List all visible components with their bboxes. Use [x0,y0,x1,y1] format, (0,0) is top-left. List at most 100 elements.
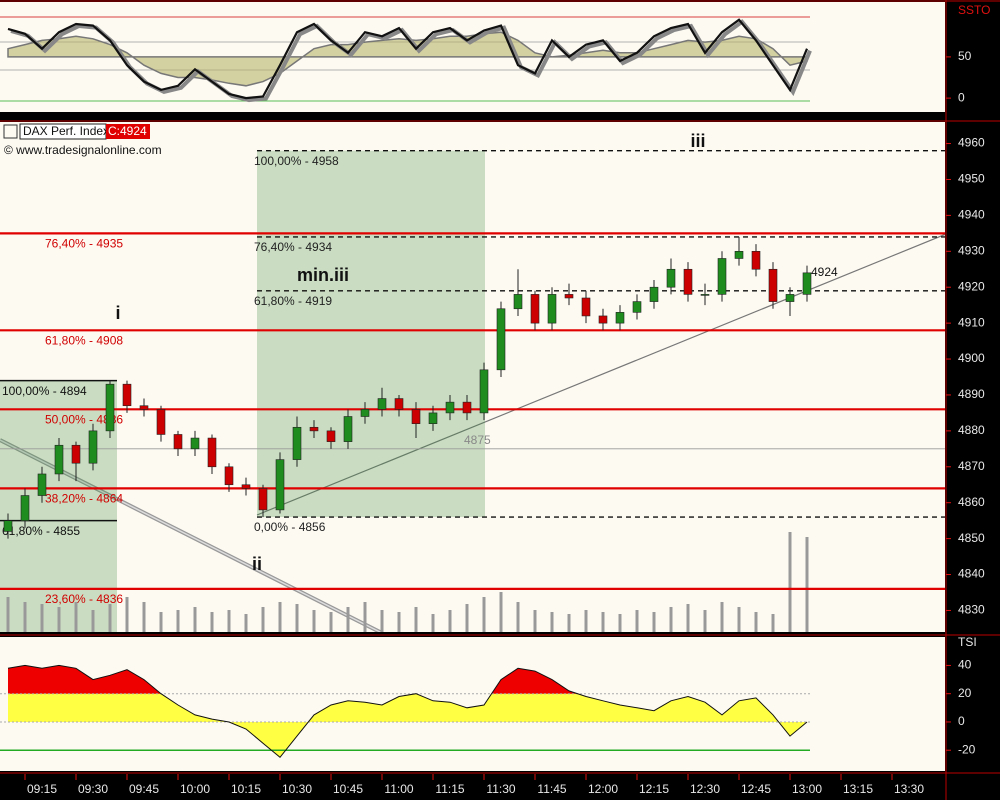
volume-bar [193,607,197,632]
panel-title: SSTO [958,3,990,17]
x-tick-label: 12:30 [690,782,720,796]
volume-bar [380,610,384,632]
y-tick-label: -20 [958,742,976,756]
volume-bar [737,607,741,632]
candle-body [156,409,166,435]
volume-bar [295,604,299,632]
volume-bar [601,612,605,632]
wave-label: min.iii [297,265,349,285]
volume-bar [567,614,571,632]
retracement-label: 38,20% - 4864 [45,492,123,506]
x-tick-label: 13:15 [843,782,873,796]
candle-body [190,437,200,450]
y-tick-label: 4910 [958,315,985,329]
volume-bar [414,607,418,632]
volume-bar [329,612,333,632]
candle-body [734,250,744,259]
y-tick-label: 0 [958,90,965,104]
trend-line [256,233,945,516]
candle-body [615,312,625,324]
volume-bar [244,614,248,632]
candle-body [785,294,795,302]
candle-body [751,250,761,270]
x-tick-label: 13:30 [894,782,924,796]
volume-bar [125,597,129,632]
candle-body [445,401,455,414]
panel-price [0,122,945,632]
candle-body [462,401,472,414]
volume-bar [6,597,10,632]
y-tick-label: 4900 [958,351,985,365]
y-tick-label: 4850 [958,531,985,545]
volume-bar [584,610,588,632]
y-tick-label: 4870 [958,459,985,473]
x-tick-label: 11:45 [537,782,566,796]
candle-body [717,258,727,295]
volume-bar [720,602,724,632]
volume-bar [516,602,520,632]
tsi-layer [0,664,810,759]
candle-body [496,308,506,371]
volume-bar [261,607,265,632]
candle-body [275,459,285,511]
tsi-overbought [8,665,578,694]
candle-body [139,405,149,410]
y-tick-label: 4950 [958,172,985,186]
candle-body [479,369,489,414]
x-tick-label: 10:15 [231,782,261,796]
volume-bar [278,602,282,632]
x-tick-label: 11:00 [384,782,413,796]
tsi-area [8,665,807,758]
volume-bar [312,610,316,632]
candle-body [411,409,421,424]
x-tick-label: 10:00 [180,782,210,796]
candle-body [37,473,47,496]
projection-label: 76,40% - 4934 [254,240,332,254]
ssto-layer [0,16,812,103]
y-tick-label: 4940 [958,208,985,222]
retracement-label: 61,80% - 4908 [45,333,123,347]
candle-body [377,398,387,410]
projection-label: 100,00% - 4958 [254,154,339,168]
close-label: C:4924 [108,124,147,138]
volume-bar [533,610,537,632]
retracement-label: 23,60% - 4836 [45,592,123,606]
price-layer: 4875 76,40% - 4935 61,80% - 4908 50,00% - 4… [0,131,945,632]
candle-body [581,297,591,317]
candle-body [428,412,438,424]
candle-body [513,294,523,310]
candle-body [632,301,642,313]
volume-bar [431,614,435,632]
volume-bar [805,537,809,632]
panel-title: TSI [958,635,977,649]
volume-bar [142,602,146,632]
x-tick-label: 12:00 [588,782,618,796]
projection-label: 61,80% - 4919 [254,294,332,308]
candle-body [241,484,251,489]
y-tick-label: 50 [958,49,972,63]
volume-bar [448,610,452,632]
candle-body [292,426,302,460]
retracement-label: 76,40% - 4935 [45,237,123,251]
volume-bar [363,602,367,632]
y-tick-label: 4840 [958,567,985,581]
channel-line [0,439,381,632]
candle-body [309,426,319,432]
candle-body [224,466,234,486]
candle-body [666,268,676,288]
volume-bar [23,602,27,632]
candle-body [564,294,574,299]
volume-bar [703,610,707,632]
candle-body [105,383,115,432]
x-tick-label: 11:30 [486,782,515,796]
volume-bar [91,610,95,632]
y-tick-label: 4890 [958,387,985,401]
checkbox-icon[interactable] [3,124,18,139]
volume-bar [465,604,469,632]
y-tick-label: 20 [958,686,972,700]
volume-bar [397,612,401,632]
candle-body [326,430,336,442]
x-tick-label: 12:15 [639,782,669,796]
